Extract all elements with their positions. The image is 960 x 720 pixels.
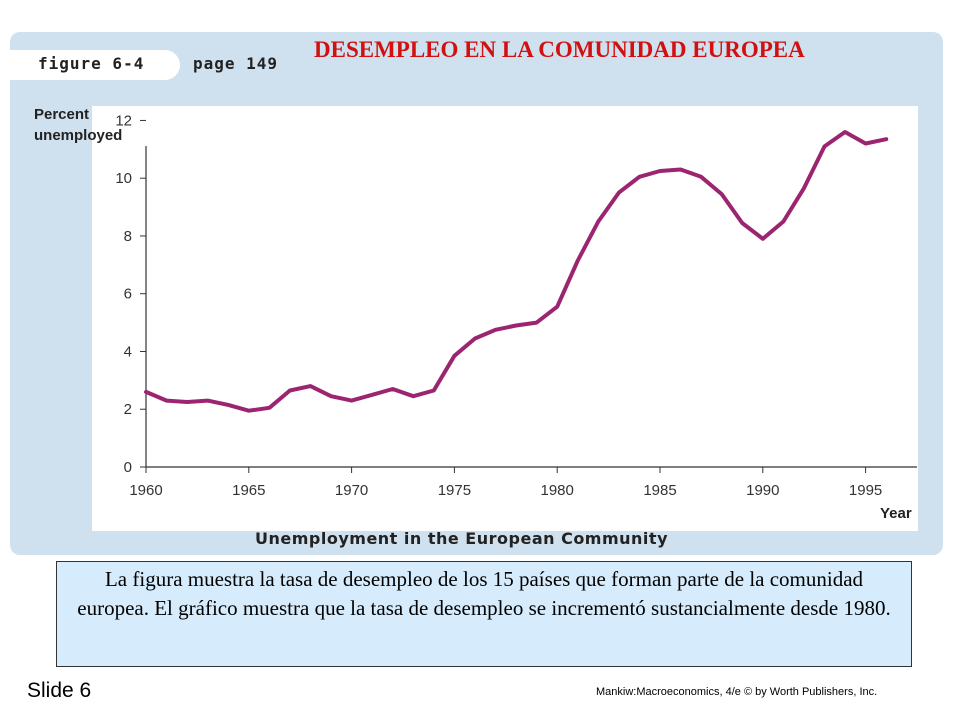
y-tick-label: 10: [115, 170, 132, 187]
data-point: [658, 169, 662, 173]
data-point: [226, 403, 230, 407]
y-tick-label: 8: [124, 228, 132, 245]
x-tick-label: 1990: [746, 482, 779, 499]
data-point: [185, 400, 189, 404]
data-point: [555, 305, 559, 309]
y-axis-label-text: Percent unemployed: [34, 106, 123, 144]
data-point: [576, 259, 580, 263]
data-point: [679, 168, 683, 172]
chart-caption: Unemployment in the European Community: [255, 529, 668, 548]
data-point: [884, 137, 888, 141]
data-point: [822, 144, 826, 148]
credit-line: Mankiw:Macroeconomics, 4/e © by Worth Pu…: [596, 686, 878, 698]
data-point: [720, 192, 724, 196]
x-tick-label: 1980: [541, 482, 574, 499]
y-tick-label: 2: [124, 401, 132, 418]
data-point: [761, 237, 765, 241]
data-point: [391, 387, 395, 391]
description-text: La figura muestra la tasa de desempleo d…: [77, 567, 891, 620]
data-point: [411, 394, 415, 398]
data-point: [329, 394, 333, 398]
figure-tab: [10, 50, 180, 80]
x-tick-label: 1965: [232, 482, 265, 499]
x-tick-label: 1985: [643, 482, 676, 499]
plot-area: [92, 106, 918, 531]
data-point: [535, 321, 539, 325]
data-point: [206, 399, 210, 403]
series-line: [144, 130, 889, 413]
data-point: [802, 186, 806, 190]
x-axis-label: Year: [880, 505, 912, 522]
y-axis-label: Percent unemployed: [34, 104, 134, 146]
data-point: [267, 406, 271, 410]
data-point: [740, 221, 744, 225]
data-point: [596, 220, 600, 224]
description-box: La figura muestra la tasa de desempleo d…: [56, 561, 912, 667]
data-point: [843, 130, 847, 134]
data-point: [864, 142, 868, 146]
slide-number: Slide 6: [27, 679, 92, 702]
data-point: [350, 399, 354, 403]
page-reference: page 149: [193, 54, 279, 73]
data-point: [370, 393, 374, 397]
y-tick-label: 12: [115, 112, 132, 129]
slide-title: DESEMPLEO EN LA COMUNIDAD EUROPEA: [314, 37, 805, 62]
data-point: [144, 390, 148, 394]
figure-number: figure 6-4: [38, 54, 145, 73]
data-point: [494, 328, 498, 332]
y-tick-label: 0: [124, 459, 132, 476]
data-point: [514, 323, 518, 327]
data-point: [473, 336, 477, 340]
data-point: [247, 409, 251, 413]
data-point: [308, 384, 312, 388]
y-tick-label: 4: [124, 343, 132, 360]
data-point: [617, 191, 621, 195]
data-point: [288, 388, 292, 392]
data-point: [432, 388, 436, 392]
data-point: [781, 220, 785, 224]
x-tick-label: 1960: [129, 482, 162, 499]
x-tick-label: 1995: [849, 482, 882, 499]
data-point: [699, 175, 703, 179]
x-tick-label: 1975: [438, 482, 471, 499]
data-point: [637, 175, 641, 179]
data-point: [165, 399, 169, 403]
x-tick-label: 1970: [335, 482, 368, 499]
y-tick-label: 6: [124, 286, 132, 303]
data-point: [452, 354, 456, 358]
